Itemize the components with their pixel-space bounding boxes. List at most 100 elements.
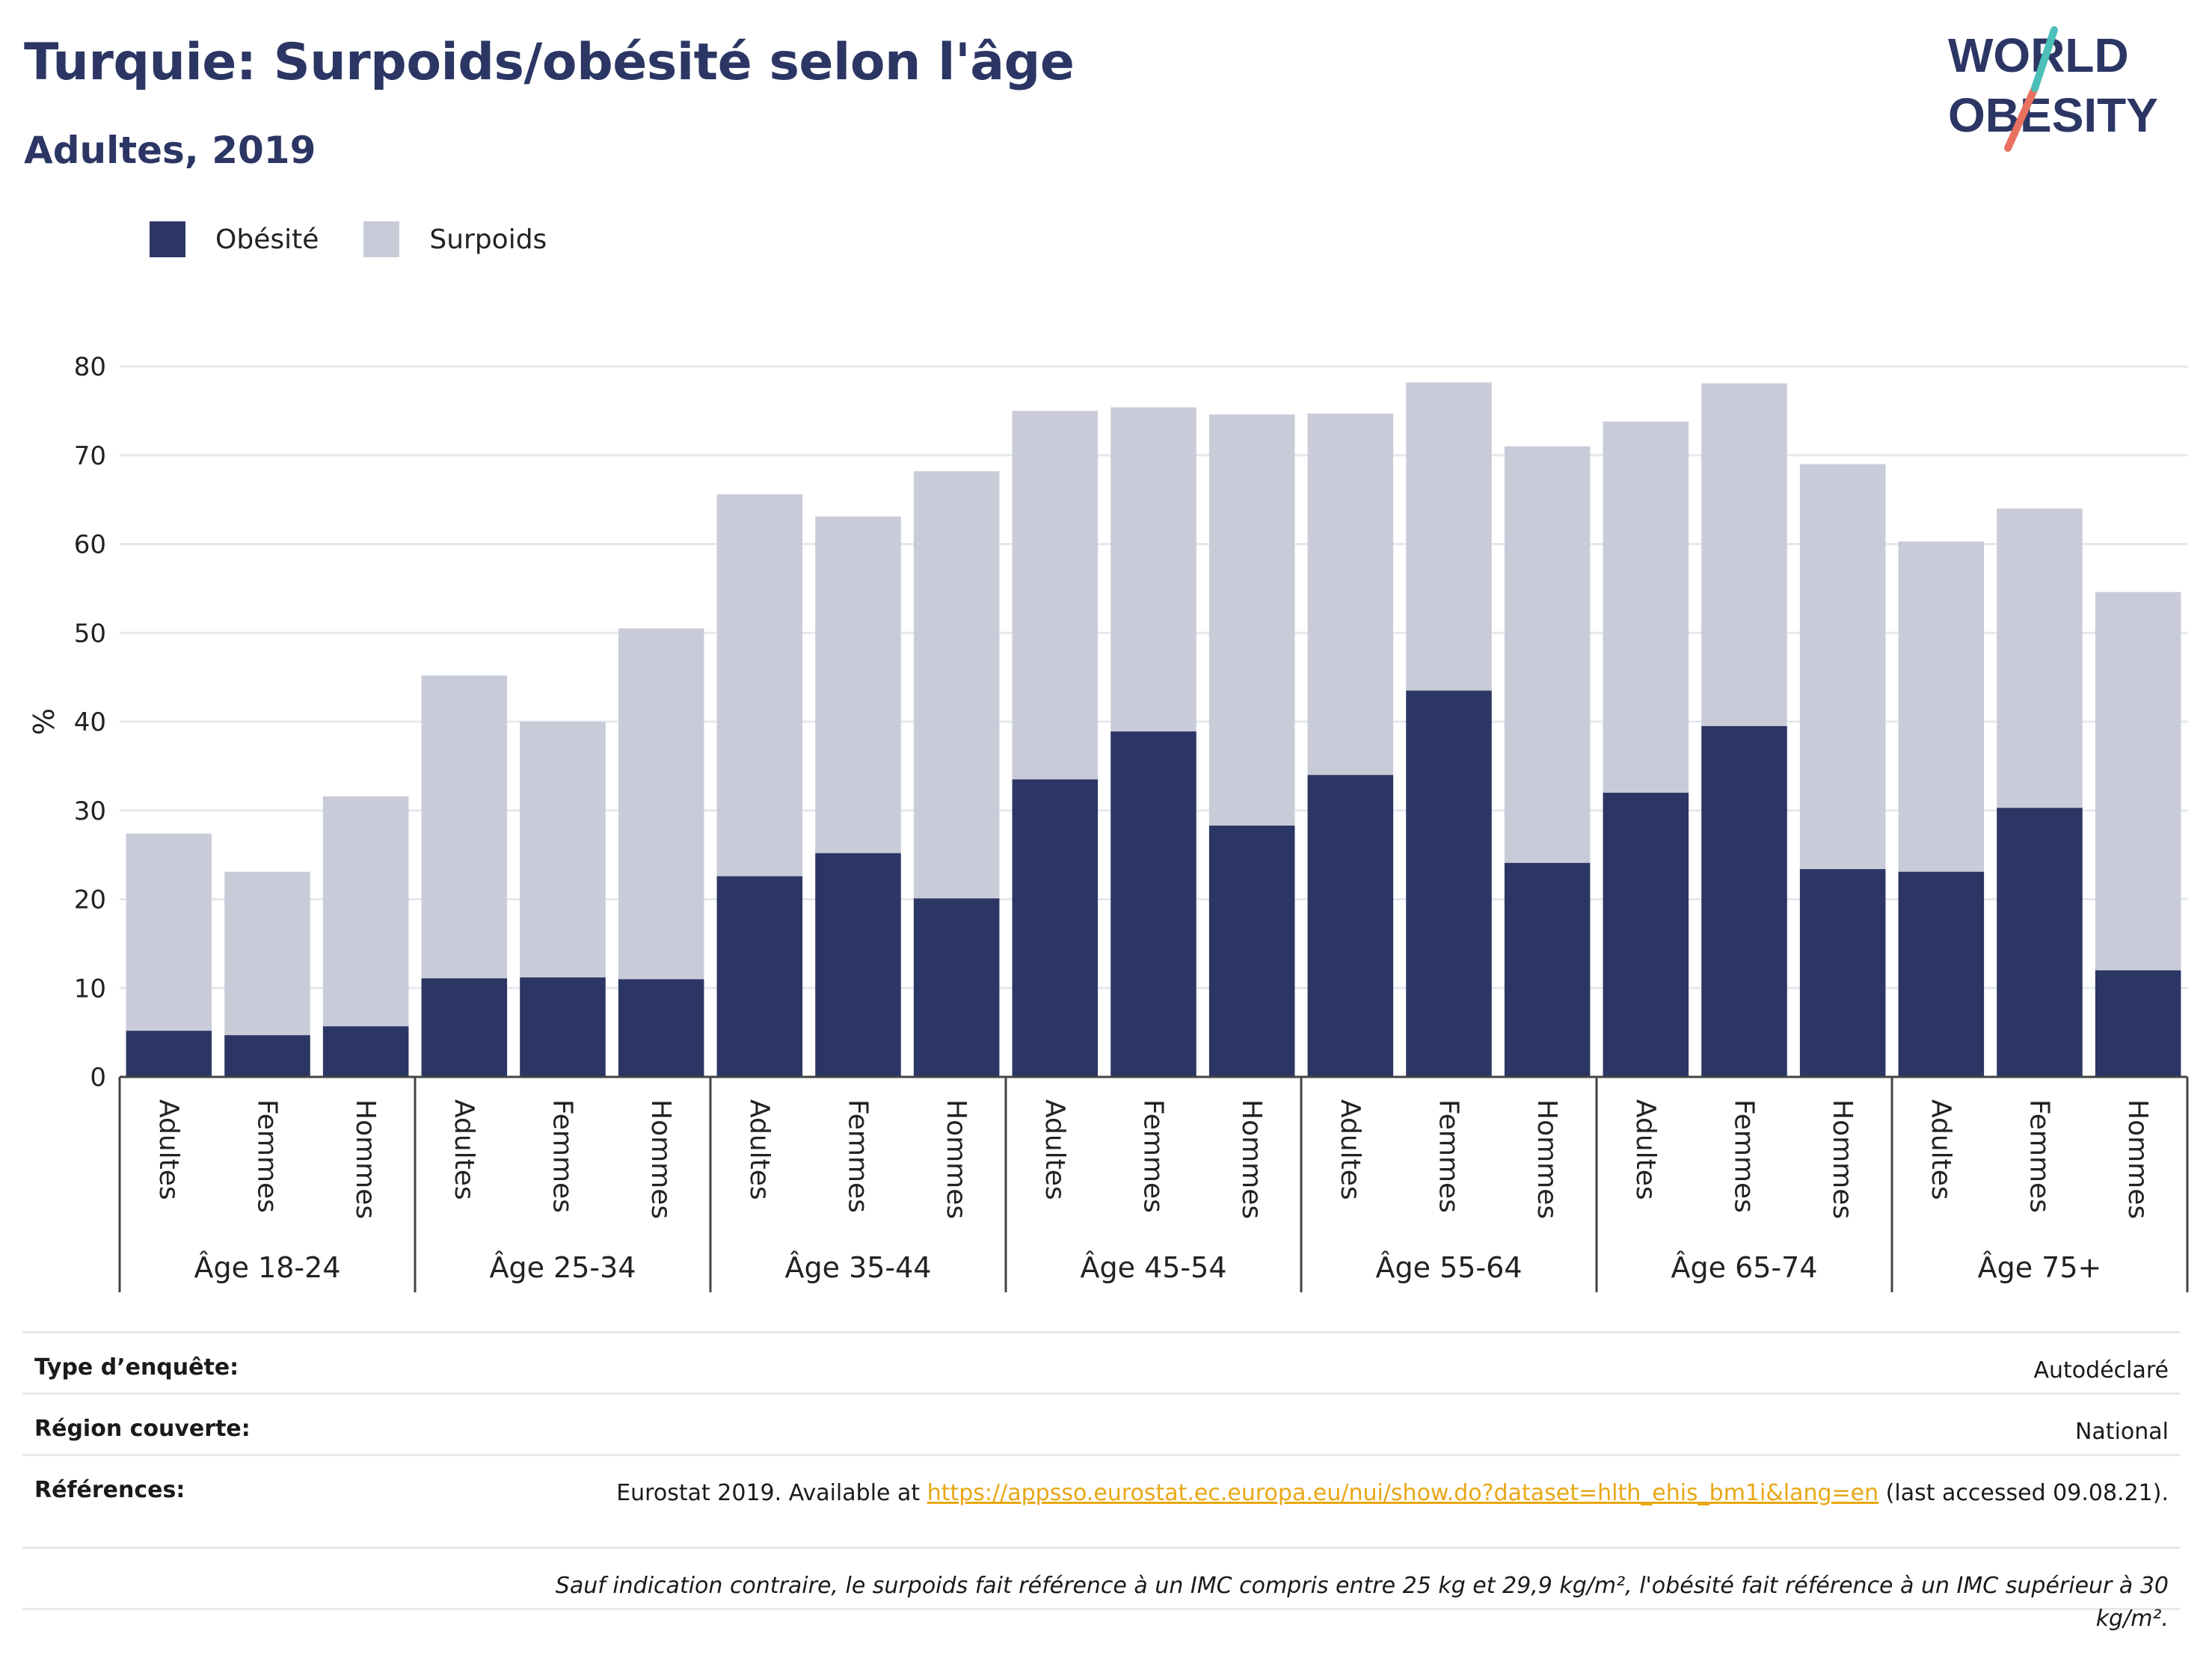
bar-obesity [1799, 869, 1886, 1077]
x-subcategory-label: Femmes [1434, 1099, 1464, 1213]
y-tick-label: 70 [74, 441, 106, 471]
info-row-region: Région couverte: National [22, 1393, 2181, 1454]
bar-obesity [815, 853, 901, 1077]
y-tick-label: 80 [74, 352, 106, 382]
references-suffix: (last accessed 09.08.21). [1878, 1480, 2169, 1506]
x-subcategory-label: Adultes [153, 1099, 184, 1200]
chart-subtitle: Adultes, 2019 [24, 129, 316, 172]
y-tick-label: 40 [74, 707, 106, 737]
info-bottom-divider [22, 1608, 2181, 1610]
definition-note: Sauf indication contraire, le surpoids f… [555, 1573, 2169, 1632]
y-tick-label: 0 [90, 1063, 106, 1093]
x-subcategory-label: Hommes [1236, 1099, 1267, 1219]
legend-item-overweight[interactable]: Surpoids [363, 221, 547, 257]
bar-overweight [520, 722, 606, 977]
references-prefix: Eurostat 2019. Available at [616, 1480, 927, 1506]
stacked-bar-chart: 0 10 20 30 40 50 60 70 80% Adultes Femmes Hommes Adu… [28, 352, 2189, 1292]
bar-overweight [126, 833, 212, 1031]
info-row-survey-type: Type d’enquête: Autodéclaré [22, 1331, 2181, 1393]
bar-overweight [913, 471, 1000, 899]
survey-type-value: Autodéclaré [2033, 1357, 2169, 1384]
x-group-label: Âge 55-64 [1376, 1251, 1523, 1284]
bar-overweight [1799, 464, 1886, 870]
bar-overweight [1012, 411, 1099, 780]
x-subcategory-label: Femmes [252, 1099, 283, 1213]
references-value: Eurostat 2019. Available at https://apps… [616, 1477, 2169, 1510]
bar-overweight [815, 516, 901, 853]
x-subcategory-label: Femmes [1138, 1099, 1169, 1213]
region-value: National [2074, 1419, 2169, 1445]
bar-obesity [1997, 808, 2083, 1077]
info-row-note: Sauf indication contraire, le surpoids f… [22, 1547, 2181, 1632]
bar-obesity [126, 1031, 212, 1077]
bar-overweight [2095, 592, 2181, 971]
y-tick-label: 20 [74, 885, 106, 915]
bar-overweight [1701, 383, 1787, 726]
bar-obesity [1701, 725, 1787, 1077]
region-label: Région couverte: [34, 1416, 251, 1442]
bar-overweight [1307, 413, 1394, 776]
bar-obesity [618, 979, 704, 1077]
bar-obesity [2095, 970, 2181, 1077]
info-row-references: Références: Eurostat 2019. Available at … [22, 1454, 2181, 1547]
x-subcategory-label: Adultes [449, 1099, 479, 1200]
bar-overweight [1208, 414, 1295, 826]
chart-legend: Obésité Surpoids [150, 221, 592, 257]
x-subcategory-label: Hommes [645, 1099, 676, 1219]
x-subcategory-label: Femmes [843, 1099, 873, 1213]
x-subcategory-label: Hommes [1531, 1099, 1562, 1219]
x-group-label: Âge 35-44 [785, 1251, 932, 1284]
x-group-label: Âge 18-24 [194, 1251, 341, 1284]
bar-obesity [1504, 862, 1591, 1077]
x-subcategory-label: Adultes [1630, 1099, 1661, 1200]
y-tick-label: 10 [74, 974, 106, 1004]
logo-line2: OBESITY [1948, 88, 2158, 142]
bar-obesity [1898, 871, 1985, 1077]
x-group-label: Âge 65-74 [1671, 1251, 1818, 1284]
y-tick-label: 50 [74, 618, 106, 648]
bar-obesity [421, 978, 508, 1077]
x-subcategory-label: Femmes [1729, 1099, 1760, 1213]
x-subcategory-label: Hommes [1827, 1099, 1858, 1219]
x-subcategory-label: Adultes [1335, 1099, 1365, 1200]
bar-obesity [1603, 793, 1689, 1077]
x-subcategory-label: Adultes [744, 1099, 775, 1200]
x-group-label: Âge 75+ [1978, 1251, 2102, 1284]
bar-obesity [1110, 731, 1196, 1077]
bar-obesity [224, 1035, 310, 1077]
legend-label-obesity: Obésité [215, 224, 319, 255]
bar-obesity [1012, 779, 1099, 1077]
x-subcategory-label: Hommes [350, 1099, 381, 1219]
bar-overweight [1898, 541, 1985, 872]
bar-overweight [1603, 421, 1689, 793]
x-subcategory-label: Adultes [1039, 1099, 1070, 1200]
bar-overweight [1406, 382, 1492, 691]
bar-obesity [1406, 690, 1492, 1077]
legend-swatch-overweight [363, 221, 400, 257]
x-subcategory-label: Femmes [2024, 1099, 2055, 1213]
y-axis-label: % [28, 708, 61, 735]
chart-title: Turquie: Surpoids/obésité selon l'âge [24, 33, 1075, 92]
bar-overweight [322, 796, 409, 1027]
world-obesity-logo: WORLD OBESITY [1948, 26, 2158, 152]
info-table: Type d’enquête: Autodéclaré Région couve… [22, 1331, 2181, 1632]
references-label: Références: [34, 1477, 185, 1503]
legend-item-obesity[interactable]: Obésité [150, 221, 319, 257]
legend-label-overweight: Surpoids [429, 224, 547, 255]
legend-swatch-obesity [150, 221, 185, 257]
bar-obesity [520, 977, 606, 1077]
survey-type-label: Type d’enquête: [34, 1354, 239, 1381]
bar-overweight [224, 871, 310, 1036]
x-subcategory-label: Hommes [2122, 1099, 2153, 1219]
bar-overweight [618, 628, 704, 980]
bar-overweight [421, 675, 508, 979]
bar-overweight [716, 494, 803, 876]
bar-obesity [716, 876, 803, 1077]
x-subcategory-label: Femmes [547, 1099, 578, 1213]
y-tick-label: 30 [74, 796, 106, 826]
bar-overweight [1504, 446, 1591, 863]
x-group-label: Âge 25-34 [490, 1251, 636, 1284]
x-subcategory-label: Hommes [941, 1099, 971, 1219]
references-link[interactable]: https://appsso.eurostat.ec.europa.eu/nui… [927, 1480, 1879, 1506]
y-tick-label: 60 [74, 530, 106, 560]
